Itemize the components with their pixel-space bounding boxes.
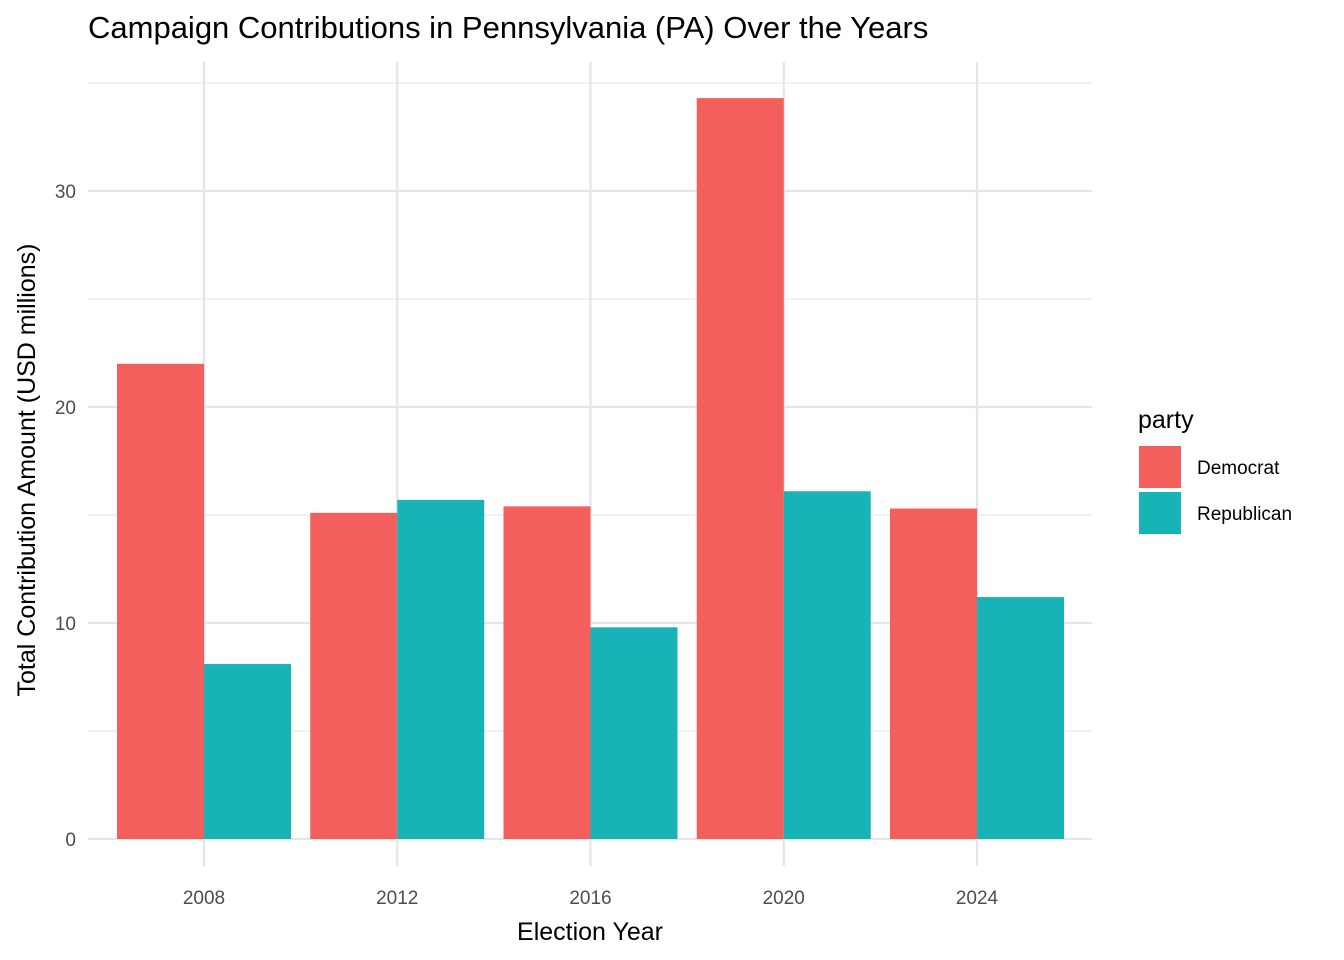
bar-republican-2024 xyxy=(977,597,1064,839)
bars xyxy=(117,98,1064,840)
bar-republican-2020 xyxy=(783,491,871,839)
y-tick-label: 20 xyxy=(55,398,76,419)
y-axis-title: Total Contribution Amount (USD millions) xyxy=(13,244,41,697)
bar-democrat-2008 xyxy=(117,363,204,839)
legend-label-republican: Republican xyxy=(1197,504,1292,525)
chart-title: Campaign Contributions in Pennsylvania (… xyxy=(88,10,929,45)
legend-key-democrat xyxy=(1139,446,1181,488)
bar-republican-2012 xyxy=(397,499,485,839)
legend: party Democrat Republican xyxy=(1138,406,1292,534)
y-tick-labels: 0 10 20 30 xyxy=(55,182,76,851)
legend-key-republican xyxy=(1139,492,1181,534)
x-tick-label: 2008 xyxy=(183,888,225,909)
x-tick-label: 2012 xyxy=(376,888,418,909)
x-tick-label: 2020 xyxy=(763,888,805,909)
bar-republican-2008 xyxy=(204,664,291,839)
bar-republican-2016 xyxy=(590,627,678,839)
y-tick-label: 0 xyxy=(65,830,76,851)
bar-democrat-2020 xyxy=(696,98,784,840)
y-tick-label: 30 xyxy=(55,182,76,203)
legend-title: party xyxy=(1138,406,1194,434)
bar-democrat-2024 xyxy=(890,508,977,839)
bar-democrat-2016 xyxy=(503,506,591,839)
y-tick-label: 10 xyxy=(55,614,76,635)
x-tick-label: 2024 xyxy=(956,888,999,909)
bar-democrat-2012 xyxy=(310,512,398,839)
x-tick-label: 2016 xyxy=(569,888,611,909)
x-tick-labels: 2008 2012 2016 2020 2024 xyxy=(183,888,999,909)
legend-label-democrat: Democrat xyxy=(1197,458,1280,479)
x-axis-title: Election Year xyxy=(517,918,663,946)
